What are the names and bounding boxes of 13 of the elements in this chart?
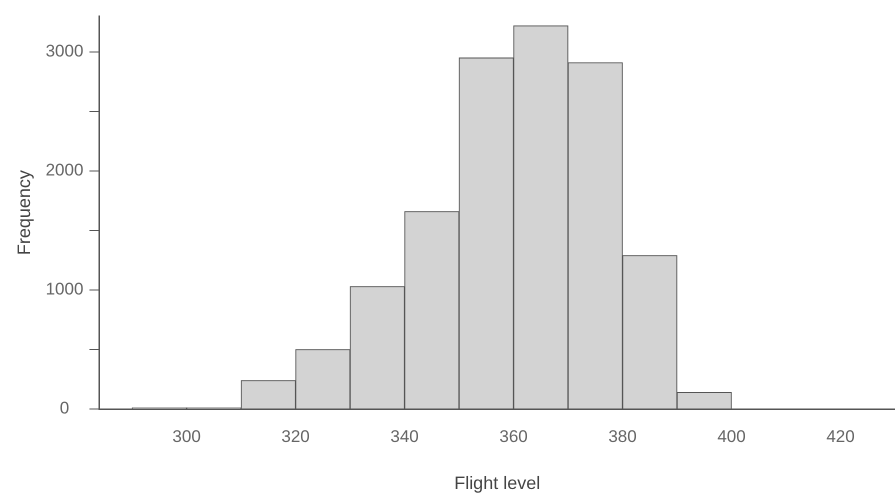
y-tick-label: 1000 [46,280,84,299]
x-tick-label: 380 [608,426,637,446]
x-tick-label: 320 [281,426,310,446]
x-axis-title: Flight level [454,473,540,494]
y-tick-label: 3000 [46,42,84,61]
x-tick-label: 400 [717,426,746,446]
y-axis-title: Frequency [14,170,34,256]
y-tick-label: 2000 [46,160,84,180]
x-tick-label: 340 [390,426,419,446]
x-tick-label: 360 [499,426,528,446]
x-tick-label: 300 [172,426,201,446]
y-tick-label: 0 [60,398,70,418]
x-tick-label: 420 [826,426,855,446]
